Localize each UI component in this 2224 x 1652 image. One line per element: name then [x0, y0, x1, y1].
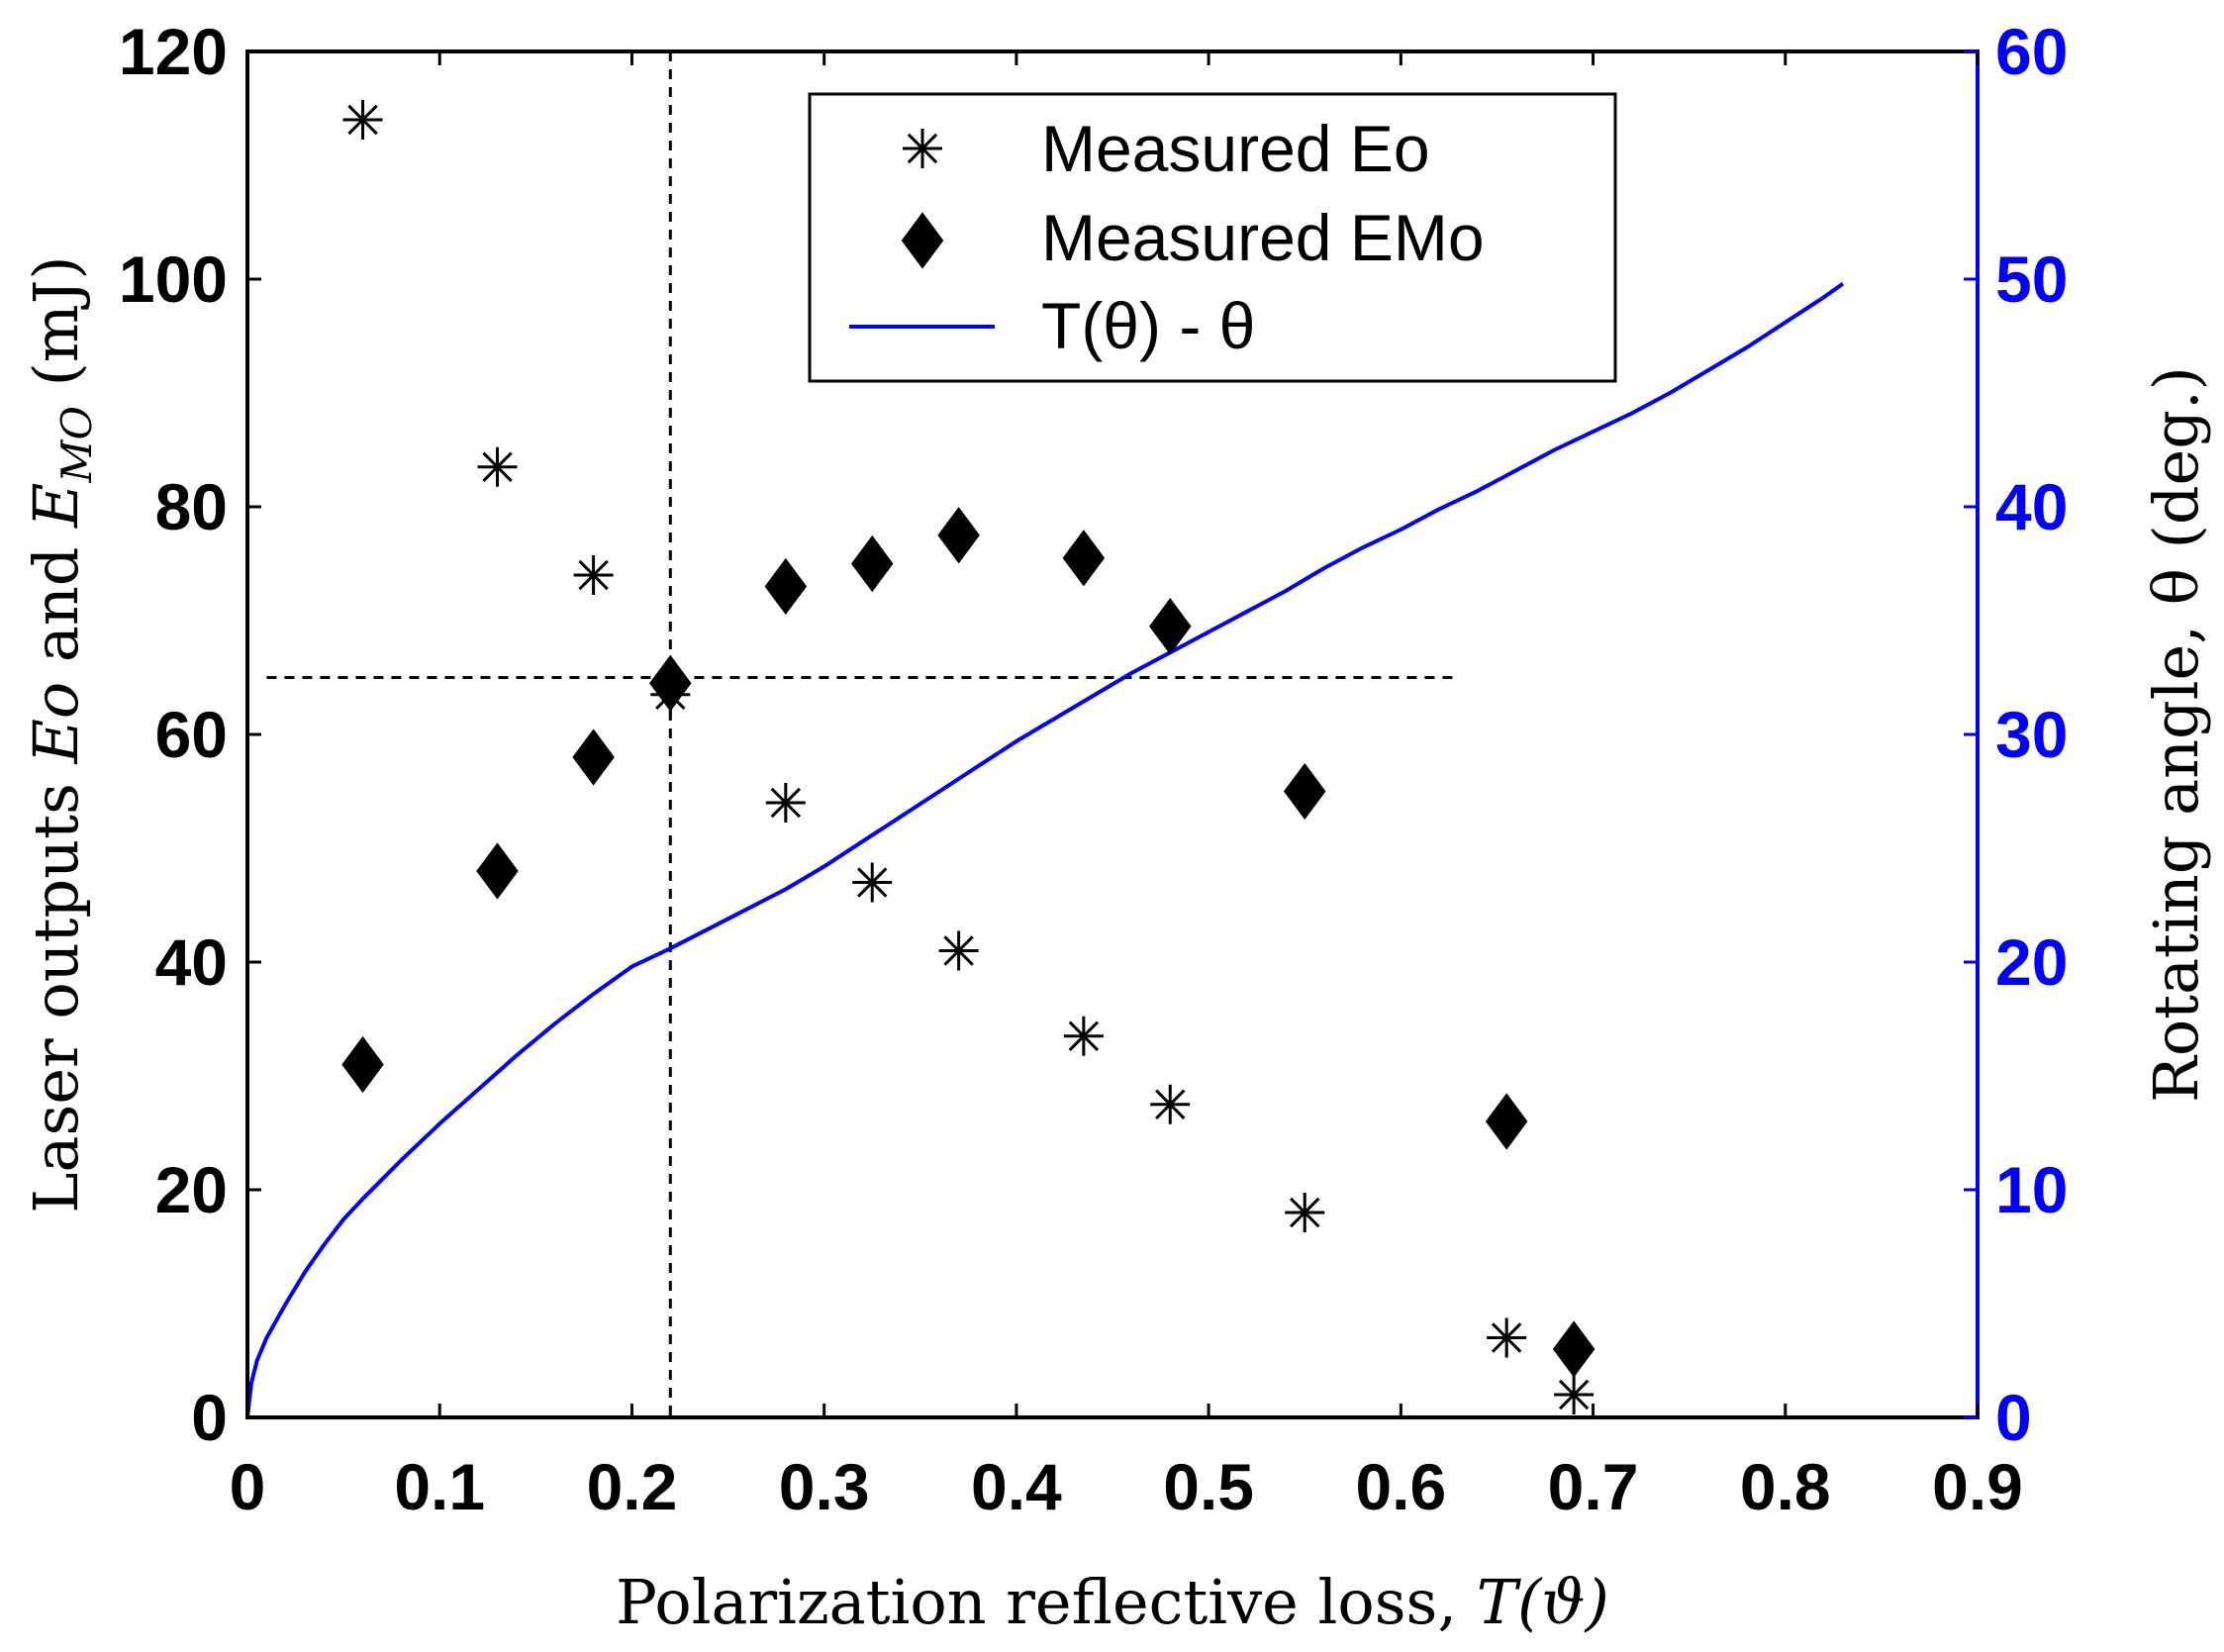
x-tick-label: 0.1: [394, 1450, 485, 1523]
legend-box: [808, 92, 1617, 383]
x-tick-label: 0.6: [1355, 1450, 1446, 1523]
marker-eo: [938, 930, 979, 971]
marker-emo: [1149, 598, 1192, 655]
y-tick-label: 0: [191, 1381, 228, 1454]
y-axis-label: Laser outputs Eo and EMO (mJ): [20, 255, 101, 1213]
marker-emo: [649, 654, 692, 712]
legend-marker-emo: [901, 212, 944, 269]
marker-eo: [1063, 1016, 1104, 1056]
tick-marks: [245, 49, 1980, 1419]
legend-asterisk: [903, 129, 942, 168]
marker-emo: [937, 507, 980, 564]
marker-emo: [341, 1035, 384, 1094]
x-tick-label: 0.2: [587, 1450, 678, 1523]
marker-eo: [765, 783, 806, 823]
legend-label-emo: Measured EMo: [1041, 201, 1485, 274]
curve-t-theta: [245, 281, 1845, 1418]
marker-eo: [1150, 1084, 1191, 1124]
tick-labels: 0 0.1 0.2 0.3 0.4 0.5 0.6 0.7 0.8 0.9020406080100…: [119, 15, 2069, 1523]
y2-tick-label: 40: [1995, 470, 2068, 543]
x-tick-label: 0.4: [971, 1450, 1062, 1523]
x-tick-label: 0.9: [1932, 1450, 2023, 1523]
y2-tick-label: 30: [1995, 698, 2068, 771]
marker-emo: [764, 557, 808, 616]
legend-label-eo: Measured Eo: [1041, 112, 1430, 185]
legend: Measured Eo Measured EMo T(θ) - θ: [808, 92, 1617, 383]
legend-marker-eo: [903, 129, 942, 168]
marker-eo: [342, 100, 383, 140]
y-tick-label: 120: [119, 15, 228, 88]
legend-diamond: [901, 212, 944, 269]
marker-emo: [1283, 762, 1326, 821]
marker-emo: [476, 842, 519, 900]
marker-eo: [852, 862, 893, 903]
marker-emo: [1485, 1093, 1528, 1150]
marker-eo: [477, 446, 518, 487]
marker-eo: [1487, 1317, 1527, 1358]
marker-eo: [1285, 1193, 1325, 1232]
x-tick-label: 0.5: [1163, 1450, 1254, 1523]
legend-label-curve: T(θ) - θ: [1041, 289, 1255, 362]
x-tick-label: 0.3: [779, 1450, 870, 1523]
y2-tick-label: 0: [1995, 1381, 2032, 1454]
y2-tick-label: 60: [1995, 15, 2068, 88]
x-tick-label: 0: [230, 1450, 266, 1523]
y-tick-label: 100: [119, 243, 228, 316]
marker-eo: [573, 555, 614, 595]
y2-tick-label: 10: [1995, 1153, 2068, 1226]
y-tick-label: 20: [155, 1153, 228, 1226]
x-axis-label: Polarization reflective loss, T(ϑ): [616, 1566, 1609, 1638]
marker-emo: [572, 729, 615, 786]
y-tick-label: 80: [155, 470, 228, 543]
marker-layer: [341, 100, 1595, 1414]
y-tick-label: 60: [155, 698, 228, 771]
reference-lines: [266, 51, 1455, 1417]
x-tick-label: 0.8: [1740, 1450, 1831, 1523]
marker-emo: [850, 534, 894, 593]
y2-tick-label: 50: [1995, 243, 2068, 316]
y2-tick-label: 20: [1995, 925, 2068, 999]
curve-layer: [245, 281, 1845, 1418]
marker-eo: [1554, 1375, 1595, 1414]
marker-emo: [1062, 530, 1106, 587]
x-tick-label: 0.7: [1548, 1450, 1639, 1523]
y-tick-label: 40: [155, 925, 228, 999]
marker-emo: [1552, 1320, 1595, 1378]
y2-axis-label: Rotating angle, θ (deg.): [2140, 366, 2212, 1103]
